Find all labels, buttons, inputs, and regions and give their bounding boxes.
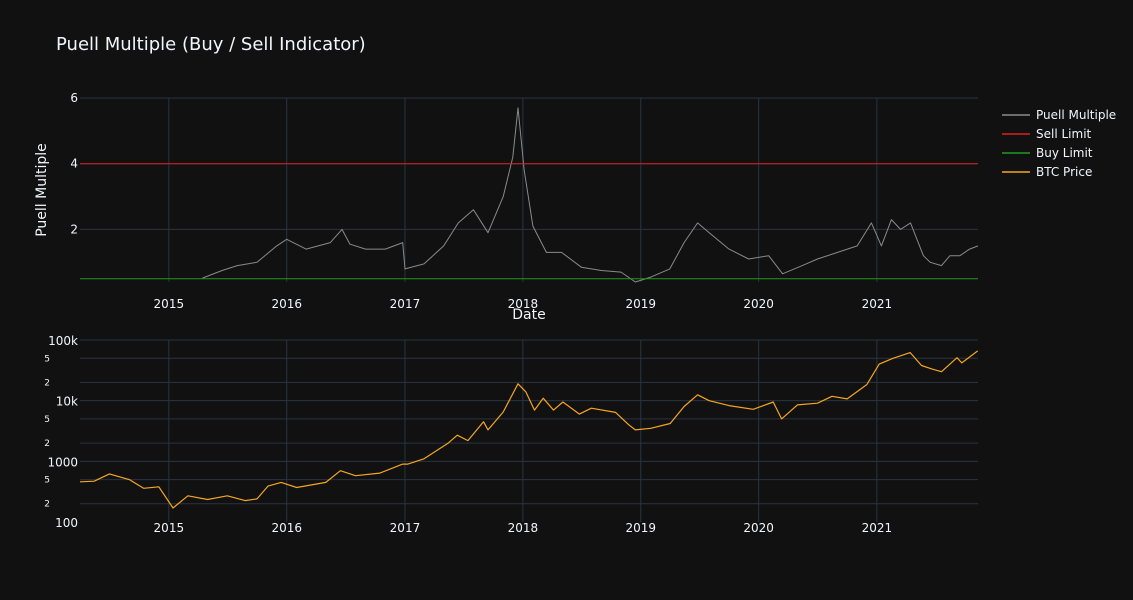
top-y-tick-label: 6 [70,91,78,105]
top-x-tick-label: 2018 [508,297,539,311]
top-x-tick-label: 2015 [154,297,185,311]
bottom-y-minor-tick-label: 5 [44,415,50,425]
series-line-puell-multiple [202,107,979,283]
bottom-y-minor-tick-label: 5 [44,476,50,486]
bottom-plot-ticks: 2015 2016 2017 2018 2019 2020 2021 100 1000 10k 10… [44,334,892,535]
top-plot-ticks: 2015 2016 2017 2018 2019 2020 2021 2 4 6 [70,91,892,311]
legend-label: Buy Limit [1036,146,1093,160]
legend-item-buy-limit[interactable]: Buy Limit [1002,146,1093,160]
series-line-btc-price [79,350,979,509]
bottom-x-tick-label: 2017 [390,521,421,535]
legend-label: BTC Price [1036,165,1092,179]
bottom-y-tick-label: 100k [48,334,78,348]
legend-item-btc-price[interactable]: BTC Price [1002,165,1092,179]
top-x-tick-label: 2021 [862,297,893,311]
bottom-x-tick-label: 2019 [625,521,656,535]
chart-title: Puell Multiple (Buy / Sell Indicator) [56,34,366,55]
bottom-y-minor-tick-label: 5 [44,354,50,364]
top-y-axis-title: Puell Multiple [34,143,50,237]
legend-item-sell-limit[interactable]: Sell Limit [1002,127,1092,141]
top-y-tick-label: 4 [70,157,78,171]
top-x-tick-label: 2020 [743,297,774,311]
bottom-y-tick-label: 10k [56,395,78,409]
legend-label: Sell Limit [1036,127,1092,141]
bottom-x-tick-label: 2018 [508,521,539,535]
bottom-y-minor-tick-label: 2 [44,500,50,510]
top-x-tick-label: 2017 [390,297,421,311]
legend[interactable]: Puell Multiple Sell Limit Buy Limit BTC Pri… [1002,108,1116,179]
bottom-y-tick-label: 100 [55,516,78,530]
bottom-y-minor-tick-label: 2 [44,439,50,449]
top-x-tick-label: 2019 [625,297,656,311]
bottom-y-minor-tick-label: 2 [44,378,50,388]
bottom-plot-grid [80,339,978,522]
bottom-x-tick-label: 2021 [862,521,893,535]
top-x-axis-title: Date [512,307,545,323]
bottom-x-tick-label: 2016 [271,521,302,535]
bottom-plot-series [79,350,979,509]
legend-item-puell-multiple[interactable]: Puell Multiple [1002,108,1116,122]
top-plot-series [80,107,979,283]
bottom-y-tick-label: 1000 [47,455,78,469]
top-x-tick-label: 2016 [271,297,302,311]
legend-label: Puell Multiple [1036,108,1116,122]
bottom-x-tick-label: 2015 [154,521,185,535]
bottom-x-tick-label: 2020 [743,521,774,535]
top-y-tick-label: 2 [70,222,78,236]
